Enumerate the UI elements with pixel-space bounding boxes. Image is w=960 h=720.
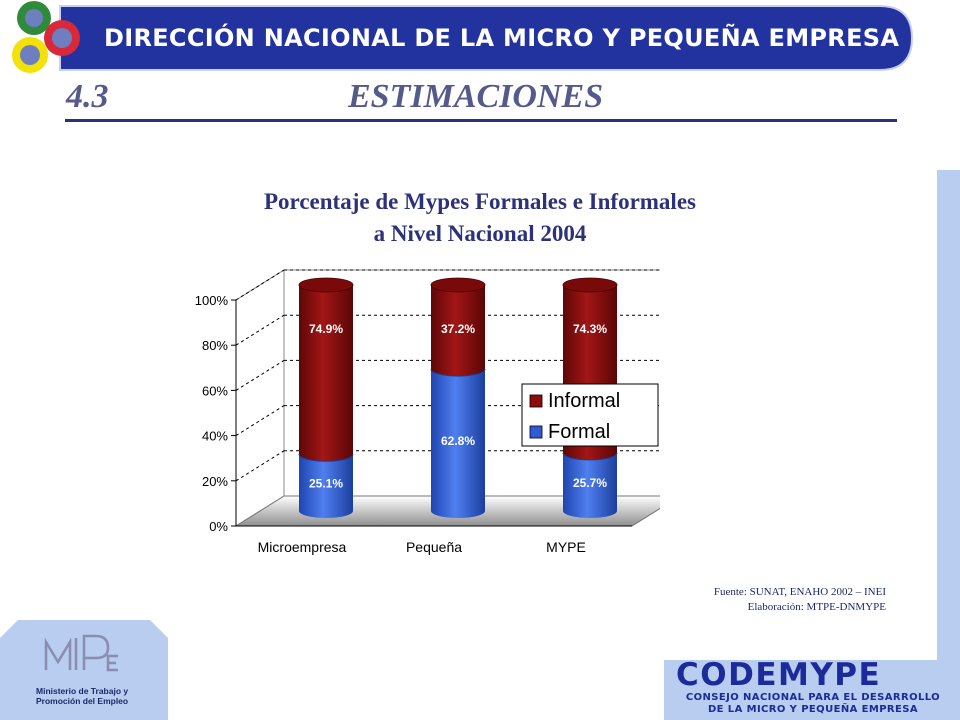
bar-segment-edge [562,452,618,461]
bar-top-cap [562,277,618,293]
data-label-informal: 74.3% [573,322,607,336]
ministry-line-2: Promoción del Empleo [36,696,129,706]
y-tick-label: 60% [202,383,228,398]
chart-title-line-1: Porcentaje de Mypes Formales e Informale… [264,189,696,214]
codemype-logo: CODEMYPE [676,657,882,693]
y-tick-label: 20% [202,474,228,489]
codemype-logo-background [664,660,960,720]
y-tick-label: 100% [195,293,229,308]
data-label-formal: 62.8% [441,434,475,448]
chart-title-line-2: a Nivel Nacional 2004 [373,221,587,246]
mtpe-monogram-icon [44,634,118,672]
x-category-label: MYPE [546,539,586,555]
logo-circles-icon [12,1,80,73]
y-tick-label: 40% [202,429,228,444]
bar-top-cap [430,277,486,293]
legend-label-formal: Formal [548,421,610,443]
bar-informal [299,285,353,462]
data-label-formal: 25.1% [309,477,343,491]
section-number: 4.3 [66,78,109,115]
ministry-line-1: Ministerio de Trabajo y [36,686,129,696]
y-tick-label: 0% [209,519,228,534]
legend-swatch-informal [529,394,543,408]
bar-formal [299,454,353,518]
codemype-subtitle: CONSEJO NACIONAL PARA EL DESARROLLO DE L… [668,692,958,716]
bar-top-cap [298,277,354,293]
source-line: Fuente: SUNAT, ENAHO 2002 – INEI [713,586,886,598]
legend-swatch-formal [529,425,543,439]
y-tick-label: 80% [202,338,228,353]
data-label-informal: 37.2% [441,322,475,336]
source-note: Fuente: SUNAT, ENAHO 2002 – INEI Elabora… [600,585,886,615]
chart-title: Porcentaje de Mypes Formales e Informale… [150,186,810,250]
bar-formal [431,369,485,518]
bar-formal [563,452,617,518]
stacked-bar-chart: 0% 20% 40% 60% 80% 100% 25.1% 74.9% Microempresa… [195,269,660,555]
chart-side-wall [235,269,285,527]
x-category-label: Pequeña [406,539,462,555]
title-divider [65,119,897,122]
ministry-logo [0,620,168,720]
bar-segment-edge [298,454,354,462]
codemype-subtitle-line-1: CONSEJO NACIONAL PARA EL DESARROLLO [685,692,941,703]
codemype-subtitle-line-2: DE LA MICRO Y PEQUEÑA EMPRESA [707,704,918,715]
right-decorative-bar [937,170,960,660]
data-label-formal: 25.7% [573,476,607,490]
banner-title: DIRECCIÓN NACIONAL DE LA MICRO Y PEQUEÑA… [104,24,900,52]
x-category-label: Microempresa [258,539,347,555]
data-label-informal: 74.9% [309,322,343,336]
header-banner [12,1,914,73]
legend-box [521,383,659,447]
section-title: ESTIMACIONES [348,78,604,115]
elaboration-line: Elaboración: MTPE-DNMYPE [747,601,886,613]
legend-label-informal: Informal [548,390,620,412]
bar-informal [431,285,485,377]
ministry-name: Ministerio de Trabajo y Promoción del Em… [36,686,128,706]
bar-segment-edge [430,368,486,377]
